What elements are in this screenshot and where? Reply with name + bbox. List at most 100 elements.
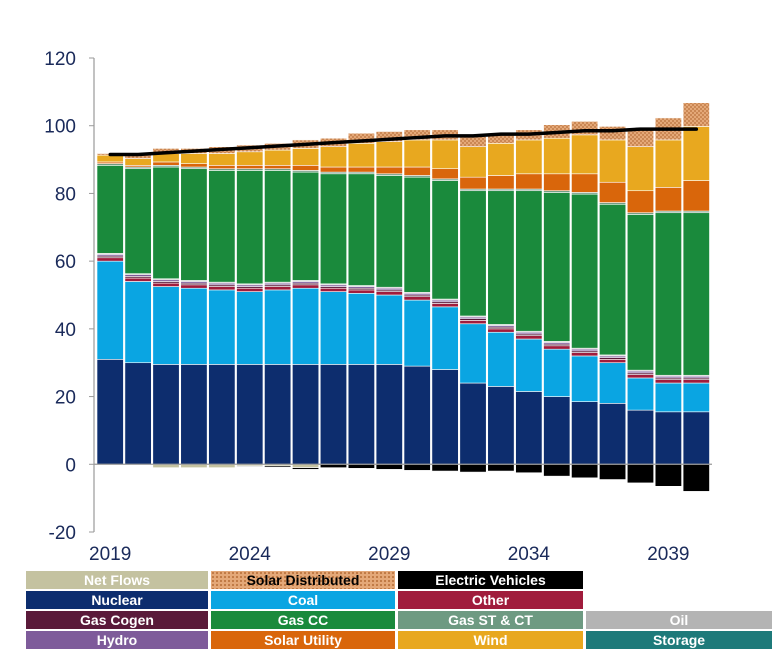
- bar-segment-coal-2026: [292, 287, 320, 365]
- bar-segment-solar-utility-2032: [459, 176, 487, 190]
- bar-segment-solar-utility-2031: [431, 168, 459, 180]
- bar-segment-wind-2038: [626, 146, 654, 192]
- bar-segment-wind-2039: [654, 139, 682, 188]
- bar-segment-nuclear-2020: [124, 362, 152, 465]
- bar-segment-other-2032: [459, 320, 487, 325]
- bar-segment-other-2022: [180, 284, 208, 289]
- legend-item-coal: Coal: [211, 591, 395, 609]
- bar-segment-wind-2031: [431, 139, 459, 170]
- bar-segment-wind-2020: [124, 158, 152, 166]
- y-tick-label: 80: [55, 184, 76, 205]
- bar-segment-coal-2035: [543, 348, 571, 397]
- legend-item-electric-vehicles: Electric Vehicles: [398, 571, 583, 589]
- bar-segment-wind-2026: [292, 148, 320, 166]
- bar-segment-other-2021: [152, 282, 180, 287]
- bar-segment-wind-2035: [543, 137, 571, 175]
- x-tick-label: 2019: [89, 544, 131, 560]
- bar-segment-solar-utility-2028: [347, 166, 375, 173]
- bar-segment-other-2033: [487, 328, 515, 333]
- bar-segment-gas-cc-2034: [515, 190, 543, 332]
- bar-segment-other-2024: [236, 287, 264, 292]
- bar-segment-solar-utility-2022: [180, 163, 208, 168]
- bar-segment-coal-2040: [682, 382, 710, 413]
- axes: [89, 57, 712, 533]
- bar-segment-coal-2023: [208, 289, 236, 365]
- bar-segment-gas-cc-2030: [403, 176, 431, 293]
- bar-segment-solar-distributed-2029: [375, 131, 403, 142]
- bar-segment-solar-distributed-2030: [403, 129, 431, 141]
- bar-segment-nuclear-2024: [236, 364, 264, 465]
- bar-segment-other-2040: [682, 379, 710, 384]
- bar-segment-nuclear-2030: [403, 365, 431, 465]
- bar-segment-gas-cc-2037: [599, 203, 627, 356]
- legend-item-wind: Wind: [398, 631, 583, 649]
- bar-segment-solar-utility-2040: [682, 180, 710, 212]
- bar-segment-solar-utility-2026: [292, 165, 320, 171]
- bar-segment-other-2023: [208, 286, 236, 291]
- legend-item-gas-st-ct: Gas ST & CT: [398, 611, 583, 629]
- bar-segment-gas-cc-2021: [152, 166, 180, 280]
- bar-segment-nuclear-2019: [96, 359, 124, 465]
- bar-segment-wind-2036: [571, 134, 599, 175]
- bar-segment-nuclear-2023: [208, 364, 236, 465]
- legend-item-gas-cc: Gas CC: [211, 611, 395, 629]
- legend-item-hydro: Hydro: [26, 631, 208, 649]
- bar-segment-other-2031: [431, 303, 459, 308]
- bar-segment-coal-2027: [319, 291, 347, 365]
- x-tick-label: 2024: [229, 544, 272, 560]
- bar-segment-gas-cc-2029: [375, 175, 403, 288]
- bar-segment-wind-2023: [208, 153, 236, 166]
- bar-segment-solar-distributed-2038: [626, 129, 654, 148]
- bar-segment-solar-utility-2037: [599, 181, 627, 203]
- bar-segment-coal-2036: [571, 355, 599, 402]
- bar-segment-electric-vehicles-2034: [515, 463, 543, 474]
- bar-segment-nuclear-2040: [682, 411, 710, 465]
- bar-segment-coal-2030: [403, 299, 431, 367]
- bar-segment-nuclear-2037: [599, 403, 627, 465]
- bar-segment-electric-vehicles-2037: [599, 463, 627, 480]
- chart-plot: 120 100 80 60 40 20 0 -20 2019 2024 2029 2034 2039: [44, 49, 712, 565]
- bar-stacks: [96, 102, 710, 492]
- bar-segment-solar-utility-2024: [236, 165, 264, 170]
- legend-item-gas-cogen: Gas Cogen: [26, 611, 208, 629]
- bar-segment-coal-2025: [264, 289, 292, 365]
- legend-item-nuclear: Nuclear: [26, 591, 208, 609]
- bar-segment-nuclear-2038: [626, 409, 654, 465]
- y-tick-label: 100: [44, 117, 76, 138]
- y-tick-label: -20: [49, 523, 76, 544]
- bar-segment-other-2034: [515, 335, 543, 340]
- x-tick-label: 2039: [647, 544, 689, 560]
- bar-segment-other-2025: [264, 286, 292, 291]
- bar-segment-electric-vehicles-2036: [571, 463, 599, 479]
- legend-item-net-flows: Net Flows: [26, 571, 208, 589]
- legend-item-oil: Oil: [586, 611, 772, 629]
- bar-segment-wind-2025: [264, 149, 292, 166]
- bar-segment-gas-cc-2035: [543, 192, 571, 342]
- bar-segment-electric-vehicles-2035: [543, 463, 571, 477]
- bar-segment-other-2036: [571, 352, 599, 357]
- bar-segment-coal-2032: [459, 323, 487, 384]
- bar-segment-electric-vehicles-2026: [292, 467, 320, 470]
- bar-segment-wind-2027: [319, 146, 347, 168]
- bar-segment-solar-utility-2021: [152, 161, 180, 166]
- bar-segment-other-2038: [626, 374, 654, 379]
- bar-segment-other-2035: [543, 345, 571, 350]
- bar-segment-electric-vehicles-2038: [626, 463, 654, 484]
- bar-segment-nuclear-2032: [459, 382, 487, 465]
- bar-segment-solar-utility-2023: [208, 165, 236, 170]
- bar-segment-other-2019: [96, 257, 124, 262]
- bar-segment-gas-cc-2028: [347, 173, 375, 286]
- x-tick-label: 2029: [368, 544, 410, 560]
- bar-segment-other-2029: [375, 291, 403, 296]
- bar-segment-nuclear-2039: [654, 411, 682, 465]
- bar-segment-electric-vehicles-2029: [375, 463, 403, 470]
- bar-segment-wind-2030: [403, 139, 431, 168]
- bar-segment-nuclear-2027: [319, 364, 347, 465]
- bar-segment-nuclear-2033: [487, 386, 515, 465]
- bar-segment-electric-vehicles-2028: [347, 463, 375, 469]
- bar-segment-coal-2028: [347, 293, 375, 365]
- x-tick-label: 2034: [508, 544, 551, 560]
- bar-segment-coal-2033: [487, 331, 515, 387]
- total-demand-line: [108, 127, 699, 157]
- bar-segment-solar-utility-2034: [515, 173, 543, 190]
